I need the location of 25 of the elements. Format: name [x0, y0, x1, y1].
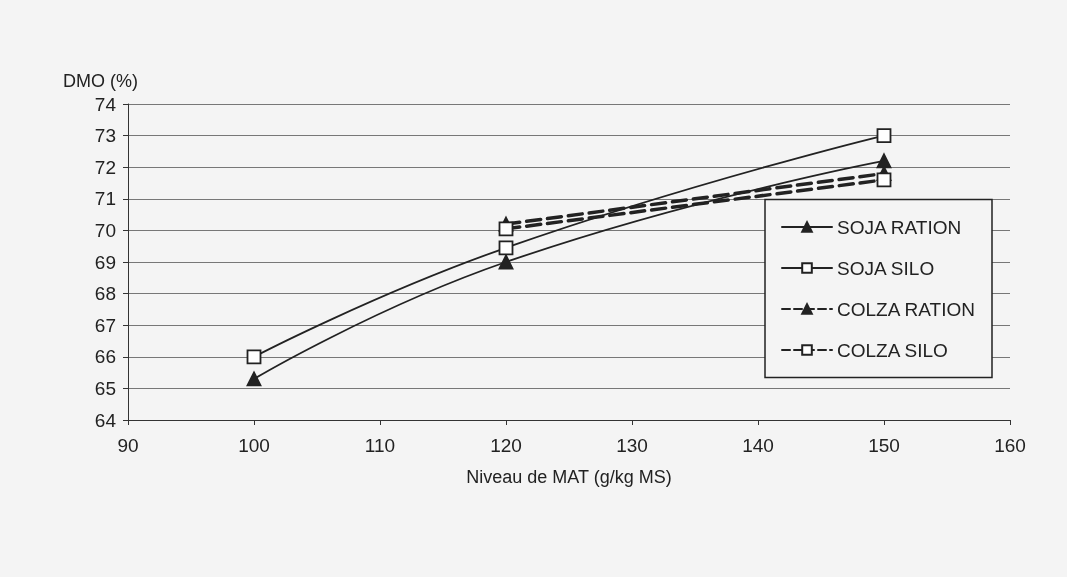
legend-label: SOJA SILO — [837, 257, 935, 279]
y-tick-label: 72 — [94, 156, 116, 178]
legend-label: SOJA RATION — [837, 216, 962, 238]
x-tick-label: 160 — [994, 435, 1026, 456]
legend-label: COLZA SILO — [837, 339, 948, 361]
y-tick-label: 65 — [94, 377, 116, 399]
x-tick-label: 100 — [238, 435, 270, 456]
y-tick-label: 67 — [94, 314, 116, 336]
x-tick-label: 120 — [490, 435, 522, 456]
y-tick-label: 66 — [94, 346, 116, 368]
y-tick-label: 69 — [94, 251, 116, 273]
x-tick-label: 150 — [868, 435, 900, 456]
x-tick-label: 140 — [742, 435, 774, 456]
y-axis-title: DMO (%) — [63, 71, 138, 91]
x-tick-label: 110 — [364, 435, 396, 456]
y-tick-label: 68 — [94, 283, 116, 305]
y-tick-label: 73 — [94, 125, 116, 147]
y-tick-label: 70 — [94, 219, 116, 241]
x-tick-label: 90 — [117, 435, 139, 456]
x-tick-label: 130 — [616, 435, 648, 456]
y-tick-label: 64 — [94, 409, 117, 431]
y-tick-label: 74 — [94, 93, 117, 115]
legend-label: COLZA RATION — [837, 298, 975, 320]
x-axis-title: Niveau de MAT (g/kg MS) — [466, 467, 672, 487]
y-tick-label: 71 — [94, 188, 116, 210]
